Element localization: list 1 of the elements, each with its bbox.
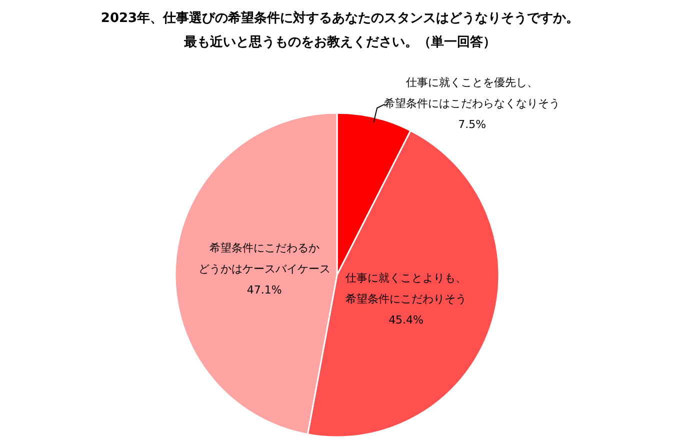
title: 2023年、仕事選びの希望条件に対するあなたのスタンスはどうなりそうですか。最も近いと思うものをお教えください。（単一回答） <box>100 11 580 50</box>
